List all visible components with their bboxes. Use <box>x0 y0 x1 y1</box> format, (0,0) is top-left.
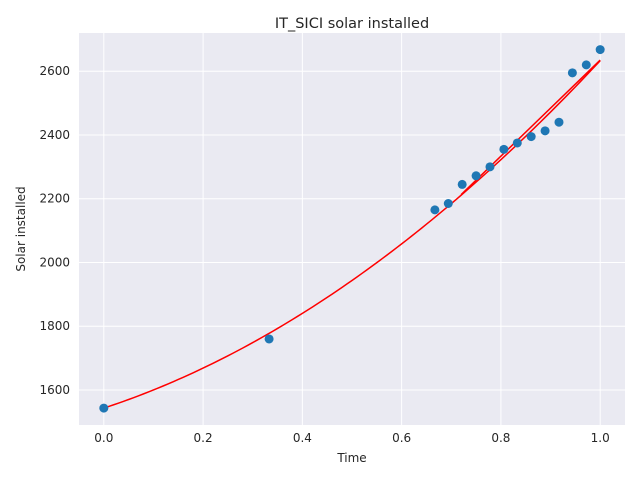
data-point <box>581 60 591 70</box>
data-point <box>526 132 536 142</box>
data-point <box>99 403 109 413</box>
y-tick-label: 1800 <box>39 319 70 333</box>
x-tick-label: 0.0 <box>94 431 113 445</box>
x-axis-ticks: 0.0 0.2 0.4 0.6 0.8 1.0 <box>94 431 609 445</box>
x-tick-label: 1.0 <box>591 431 610 445</box>
plot-area <box>79 33 625 425</box>
data-point <box>595 45 605 55</box>
data-point <box>443 199 453 209</box>
data-point <box>457 179 467 189</box>
data-points <box>99 45 605 413</box>
y-tick-label: 1600 <box>39 383 70 397</box>
x-axis-label: Time <box>336 451 366 465</box>
y-axis-ticks: 1600 1800 2000 2200 2400 2600 <box>39 64 70 397</box>
y-tick-label: 2000 <box>39 255 70 269</box>
data-point <box>554 117 564 127</box>
data-point <box>264 334 274 344</box>
fit-segment-line <box>460 59 601 196</box>
x-tick-label: 0.2 <box>194 431 213 445</box>
data-point <box>540 126 550 136</box>
chart-title: IT_SICI solar installed <box>275 16 429 32</box>
data-point <box>471 171 481 181</box>
y-axis-label: Solar installed <box>14 186 28 271</box>
x-tick-label: 0.4 <box>293 431 312 445</box>
x-tick-label: 0.8 <box>491 431 510 445</box>
data-point <box>512 138 522 148</box>
x-tick-label: 0.6 <box>392 431 411 445</box>
data-point <box>567 68 577 78</box>
y-tick-label: 2400 <box>39 128 70 142</box>
data-point <box>430 205 440 215</box>
data-point <box>485 162 495 172</box>
data-point <box>499 144 509 154</box>
y-tick-label: 2200 <box>39 192 70 206</box>
y-tick-label: 2600 <box>39 64 70 78</box>
